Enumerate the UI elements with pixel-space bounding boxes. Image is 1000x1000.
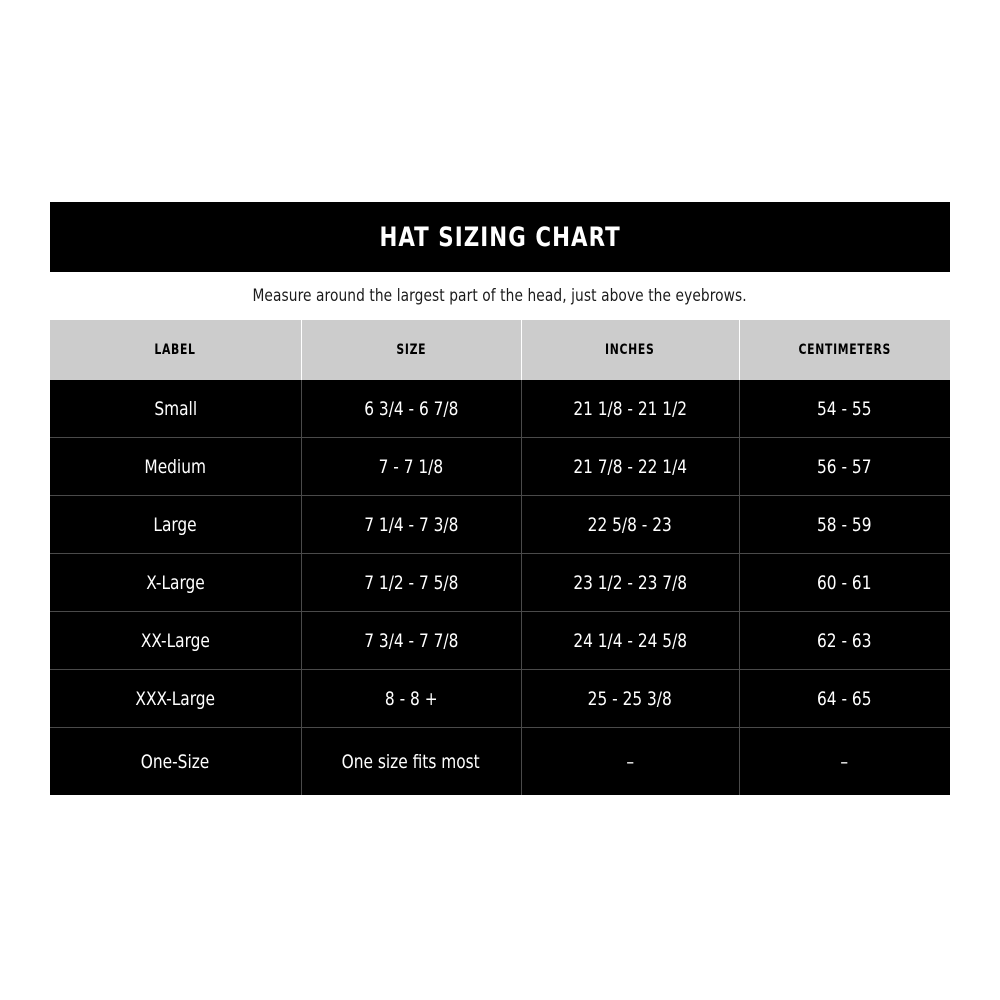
measurement-instruction: Measure around the largest part of the h… <box>252 286 748 306</box>
cell-inches-text: 24 1/4 - 24 5/8 <box>573 629 687 652</box>
cell-label: X-Large <box>50 553 302 612</box>
cell-centimeters-text: 56 - 57 <box>817 455 872 478</box>
table-row: XXX-Large 8 - 8 + 25 - 25 3/8 64 - 65 <box>50 669 950 728</box>
cell-inches: – <box>521 727 740 795</box>
cell-label-text: Medium <box>144 455 207 478</box>
cell-label: Large <box>50 495 302 554</box>
size-table: LABEL SIZE INCHES CENTIMETERS Small 6 3/… <box>50 320 950 795</box>
column-header-label-text: LABEL <box>154 342 196 358</box>
cell-size-text: 8 - 8 + <box>384 687 438 710</box>
column-header-size-text: SIZE <box>396 342 426 358</box>
cell-label-text: XX-Large <box>140 629 210 652</box>
cell-label: Medium <box>50 437 302 496</box>
cell-size: 6 3/4 - 6 7/8 <box>301 380 522 438</box>
cell-inches: 23 1/2 - 23 7/8 <box>521 553 740 612</box>
cell-label: One-Size <box>50 727 302 795</box>
cell-centimeters: 54 - 55 <box>739 380 950 438</box>
table-row: Medium 7 - 7 1/8 21 7/8 - 22 1/4 56 - 57 <box>50 437 950 496</box>
cell-size: 8 - 8 + <box>301 669 522 728</box>
cell-centimeters: 56 - 57 <box>739 437 950 496</box>
cell-inches-text: 23 1/2 - 23 7/8 <box>573 571 687 594</box>
hat-sizing-chart: HAT SIZING CHART Measure around the larg… <box>50 202 950 795</box>
table-row: Large 7 1/4 - 7 3/8 22 5/8 - 23 58 - 59 <box>50 495 950 554</box>
cell-centimeters-text: – <box>840 750 849 773</box>
cell-label-text: Large <box>153 513 197 536</box>
cell-label-text: XXX-Large <box>135 687 216 710</box>
cell-size-text: 6 3/4 - 6 7/8 <box>363 397 459 420</box>
cell-centimeters: 64 - 65 <box>739 669 950 728</box>
cell-size: One size fits most <box>301 727 522 795</box>
chart-subtitle-band: Measure around the largest part of the h… <box>50 272 950 320</box>
table-header: LABEL SIZE INCHES CENTIMETERS <box>50 320 950 380</box>
cell-inches: 21 1/8 - 21 1/2 <box>521 380 740 438</box>
cell-size-text: 7 - 7 1/8 <box>378 455 444 478</box>
cell-centimeters-text: 60 - 61 <box>817 571 872 594</box>
column-header-label: LABEL <box>50 320 302 380</box>
cell-size-text: 7 1/2 - 7 5/8 <box>363 571 459 594</box>
cell-centimeters-text: 62 - 63 <box>817 629 872 652</box>
cell-size: 7 - 7 1/8 <box>301 437 522 496</box>
cell-label-text: Small <box>153 397 197 420</box>
column-header-inches: INCHES <box>521 320 740 380</box>
chart-title-bar: HAT SIZING CHART <box>50 202 950 272</box>
cell-inches-text: 22 5/8 - 23 <box>587 513 673 536</box>
table-header-row: LABEL SIZE INCHES CENTIMETERS <box>50 320 950 380</box>
table-row: X-Large 7 1/2 - 7 5/8 23 1/2 - 23 7/8 60… <box>50 553 950 612</box>
cell-label: XXX-Large <box>50 669 302 728</box>
cell-label: Small <box>50 380 302 438</box>
cell-centimeters: – <box>739 727 950 795</box>
page-title: HAT SIZING CHART <box>379 221 621 253</box>
cell-inches-text: 25 - 25 3/8 <box>587 687 673 710</box>
table-row: One-Size One size fits most – – <box>50 727 950 795</box>
cell-centimeters: 62 - 63 <box>739 611 950 670</box>
cell-inches-text: – <box>626 750 634 773</box>
cell-size-text: One size fits most <box>341 750 480 773</box>
cell-inches-text: 21 7/8 - 22 1/4 <box>573 455 687 478</box>
cell-label-text: One-Size <box>141 750 210 773</box>
cell-centimeters-text: 58 - 59 <box>817 513 872 536</box>
cell-inches: 22 5/8 - 23 <box>521 495 740 554</box>
cell-size: 7 1/2 - 7 5/8 <box>301 553 522 612</box>
cell-size: 7 3/4 - 7 7/8 <box>301 611 522 670</box>
cell-label: XX-Large <box>50 611 302 670</box>
cell-size-text: 7 1/4 - 7 3/8 <box>363 513 459 536</box>
cell-size: 7 1/4 - 7 3/8 <box>301 495 522 554</box>
table-body: Small 6 3/4 - 6 7/8 21 1/8 - 21 1/2 54 -… <box>50 380 950 795</box>
table-row: XX-Large 7 3/4 - 7 7/8 24 1/4 - 24 5/8 6… <box>50 611 950 670</box>
cell-centimeters-text: 54 - 55 <box>817 397 872 420</box>
cell-centimeters: 58 - 59 <box>739 495 950 554</box>
table-row: Small 6 3/4 - 6 7/8 21 1/8 - 21 1/2 54 -… <box>50 380 950 438</box>
cell-centimeters-text: 64 - 65 <box>817 687 872 710</box>
cell-label-text: X-Large <box>146 571 205 594</box>
cell-inches: 25 - 25 3/8 <box>521 669 740 728</box>
cell-inches-text: 21 1/8 - 21 1/2 <box>573 397 687 420</box>
cell-centimeters: 60 - 61 <box>739 553 950 612</box>
cell-size-text: 7 3/4 - 7 7/8 <box>363 629 459 652</box>
column-header-size: SIZE <box>301 320 522 380</box>
column-header-centimeters: CENTIMETERS <box>739 320 950 380</box>
column-header-inches-text: INCHES <box>605 342 655 358</box>
cell-inches: 24 1/4 - 24 5/8 <box>521 611 740 670</box>
cell-inches: 21 7/8 - 22 1/4 <box>521 437 740 496</box>
column-header-centimeters-text: CENTIMETERS <box>798 342 892 358</box>
